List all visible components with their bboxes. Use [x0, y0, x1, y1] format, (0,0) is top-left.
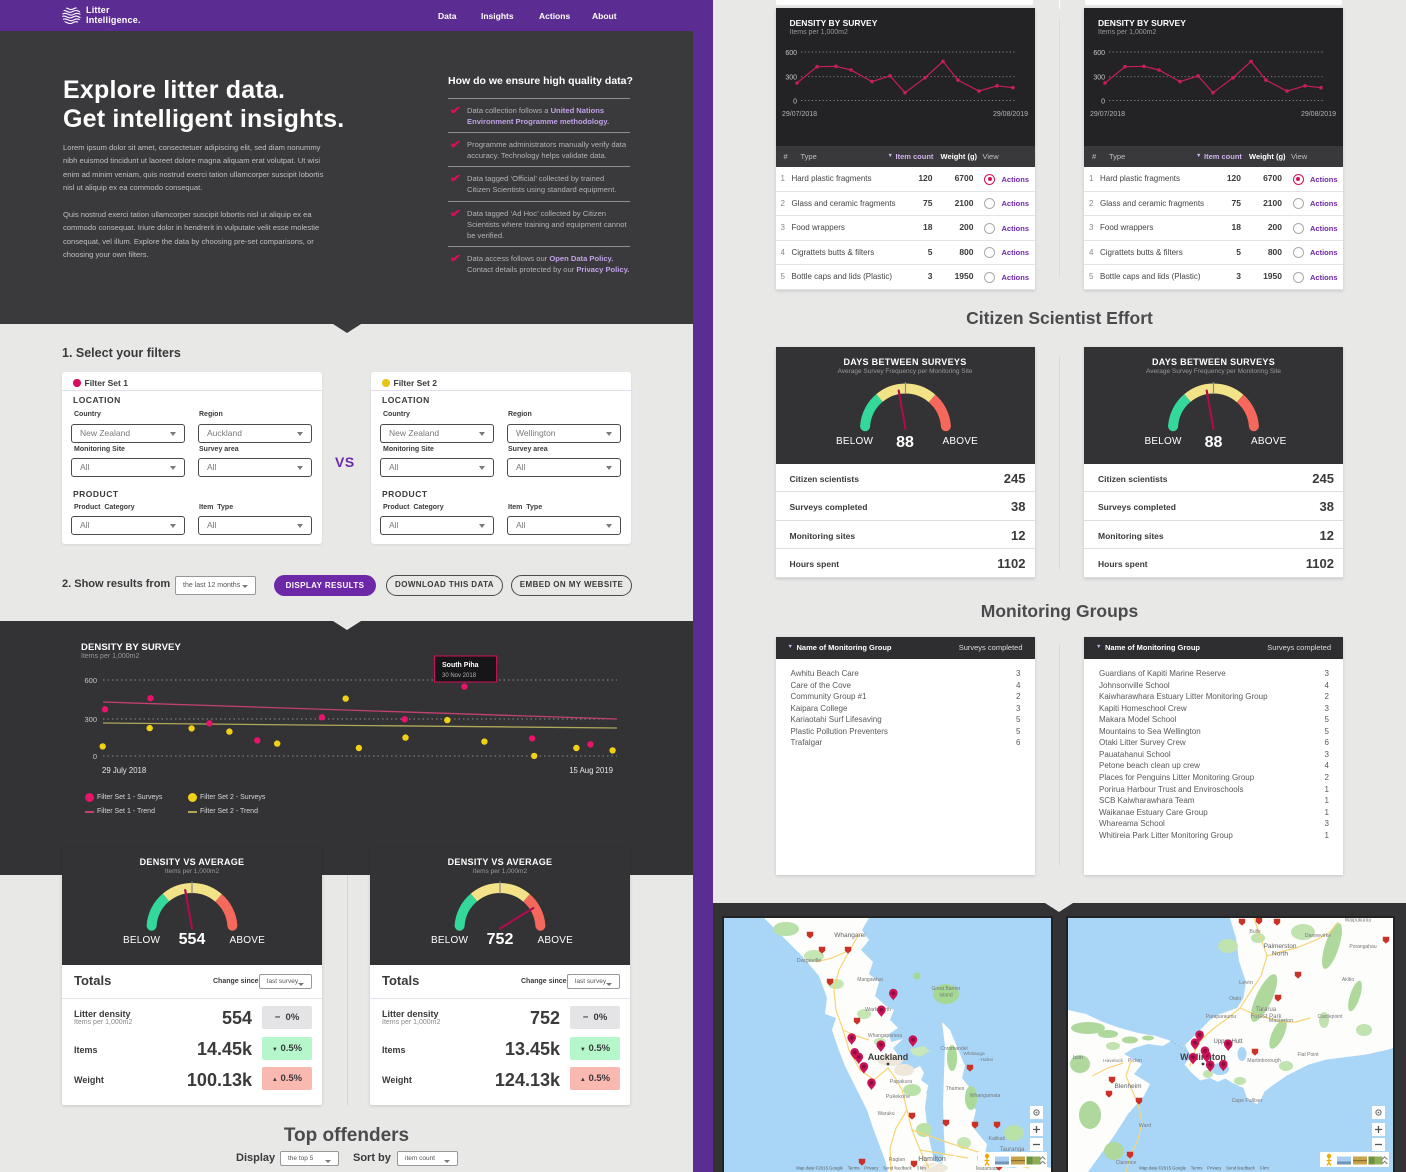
svg-text:29 July 2018: 29 July 2018	[102, 766, 146, 775]
svg-text:0: 0	[1101, 99, 1105, 106]
svg-text:Flat Point: Flat Point	[1297, 1052, 1319, 1058]
svg-text:Bulls: Bulls	[1249, 929, 1261, 935]
svg-text:Levin: Levin	[1239, 980, 1253, 986]
svg-text:Map data ©2015 Google Terms: Map data ©2015 Google Terms Privacy Send…	[796, 1166, 926, 1171]
svg-text:29/08/2019: 29/08/2019	[1301, 111, 1336, 118]
svg-text:Waruku: Waruku	[877, 1111, 894, 1117]
svg-text:600: 600	[785, 50, 797, 57]
svg-text:0: 0	[93, 752, 97, 761]
svg-text:Papakura: Papakura	[890, 1079, 912, 1085]
svg-text:Palmerston: Palmerston	[1264, 943, 1297, 950]
svg-text:Picton: Picton	[1128, 1058, 1142, 1064]
svg-text:Akitio: Akitio	[1342, 977, 1354, 983]
svg-text:Forest Park: Forest Park	[1250, 1014, 1282, 1020]
svg-text:Great Barrier: Great Barrier	[932, 986, 961, 992]
svg-text:Map data ©2015 Google Terms: Map data ©2015 Google Terms Privacy Send…	[1139, 1166, 1269, 1171]
svg-text:Waipukurau: Waipukurau	[1345, 918, 1372, 924]
svg-text:Mangawhai: Mangawhai	[857, 977, 883, 983]
svg-text:300: 300	[1093, 75, 1105, 82]
svg-text:29/08/2019: 29/08/2019	[992, 111, 1027, 118]
svg-text:Whangaparaoa: Whangaparaoa	[868, 1033, 902, 1039]
svg-text:Raglan: Raglan	[889, 1157, 906, 1163]
svg-text:Thames: Thames	[946, 1086, 965, 1092]
svg-text:29/07/2018: 29/07/2018	[782, 111, 817, 118]
svg-text:Auckland: Auckland	[868, 1052, 909, 1062]
svg-text:300: 300	[84, 715, 97, 724]
svg-text:Matamata: Matamata	[976, 1166, 998, 1172]
svg-text:Whitianga: Whitianga	[963, 1051, 985, 1057]
svg-text:Otaki: Otaki	[1229, 996, 1241, 1002]
svg-text:Blenheim: Blenheim	[1114, 1083, 1141, 1090]
svg-text:·Hahei: ·Hahei	[979, 1057, 993, 1063]
svg-text:Masterton: Masterton	[1269, 1018, 1293, 1024]
svg-text:Whangarei: Whangarei	[834, 932, 865, 939]
svg-text:Tararua: Tararua	[1256, 1007, 1277, 1013]
svg-text:Dargaville: Dargaville	[797, 958, 821, 964]
svg-text:Paraparaumu: Paraparaumu	[1206, 1014, 1237, 1020]
svg-text:·Katikati: ·Katikati	[987, 1136, 1005, 1142]
svg-text:Clarence: Clarence	[1116, 1160, 1137, 1166]
svg-text:Pukekohe: Pukekohe	[886, 1094, 910, 1100]
svg-text:600: 600	[84, 676, 97, 685]
svg-text:North: North	[1272, 951, 1288, 958]
svg-text:Porangahau: Porangahau	[1349, 944, 1376, 950]
svg-text:30 Nov 2018: 30 Nov 2018	[442, 673, 477, 679]
svg-text:Cape Palliser: Cape Palliser	[1232, 1098, 1263, 1104]
svg-text:Coromandel: Coromandel	[940, 1046, 967, 1052]
svg-text:Castlepoint: Castlepoint	[1317, 1014, 1343, 1020]
svg-text:Havelock: Havelock	[1103, 1058, 1123, 1064]
svg-text:300: 300	[785, 75, 797, 82]
svg-text:Martinborough: Martinborough	[1247, 1058, 1281, 1064]
svg-text:Whangamata: Whangamata	[970, 1093, 1001, 1099]
svg-text:0: 0	[793, 99, 797, 106]
svg-text:29/07/2018: 29/07/2018	[1090, 111, 1125, 118]
svg-text:600: 600	[1093, 50, 1105, 57]
svg-text:Ward: Ward	[1139, 1123, 1151, 1129]
svg-text:South Piha: South Piha	[442, 662, 479, 669]
svg-text:Tauranga: Tauranga	[999, 1147, 1025, 1153]
svg-text:Island: Island	[939, 993, 953, 999]
svg-text:Dannevirke: Dannevirke	[1305, 933, 1331, 939]
svg-text:15 Aug 2019: 15 Aug 2019	[569, 766, 613, 775]
svg-text:lson: lson	[1073, 1055, 1083, 1061]
svg-text:Hamilton: Hamilton	[918, 1156, 946, 1163]
